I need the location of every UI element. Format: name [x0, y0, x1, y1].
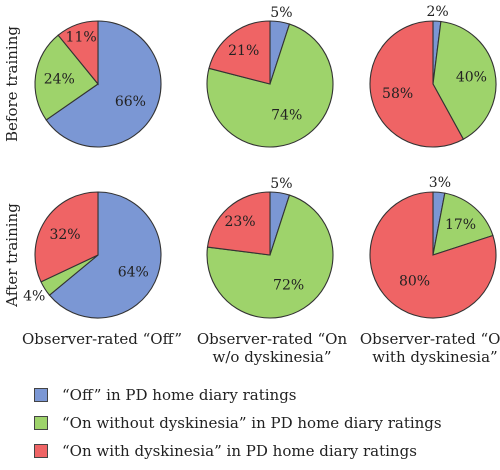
column-label-2-line-2: w/o dyskinesia”: [213, 348, 332, 366]
column-label-3-line-1: Observer-rated “On: [360, 330, 500, 348]
pie-3-label-off: 2%: [426, 4, 448, 20]
pie-3-slice-on-without: [432, 20, 497, 140]
pie-1-slice-off: [45, 20, 162, 148]
column-label-2-line-1: Observer-rated “On: [197, 330, 348, 348]
pie-2-label-off: 5%: [270, 5, 292, 21]
pie-2-slice-on-with: [208, 20, 271, 85]
pie-2: 5% 74% 21%: [206, 5, 334, 148]
pie-1-label-off: 66%: [115, 94, 146, 110]
pie-5-label-off: 5%: [270, 176, 292, 192]
legend-swatch-off: [34, 388, 48, 402]
legend-swatch-on-with-dyskinesia: [34, 444, 48, 458]
legend-swatch-on-without-dyskinesia: [34, 416, 48, 430]
legend-label-off: “Off” in PD home diary ratings: [62, 386, 297, 404]
legend-label-on-with-dyskinesia: “On with dyskinesia” in PD home diary ra…: [62, 442, 417, 460]
pie-5-label-on-with: 23%: [224, 214, 255, 230]
pie-6-label-on-without: 17%: [445, 217, 476, 233]
pie-2-label-on-without: 74%: [271, 107, 302, 123]
pie-6: 3% 17% 80%: [369, 175, 497, 319]
pie-5-slice-on-without: [206, 194, 334, 319]
pie-1-slice-on-with: [57, 20, 99, 86]
column-label-3-line-2: with dyskinesia”: [372, 348, 497, 366]
legend-item-off: “Off” in PD home diary ratings: [34, 386, 494, 404]
column-label-1-line-1: Observer-rated “Off”: [22, 330, 182, 348]
legend-label-on-without-dyskinesia: “On without dyskinesia” in PD home diary…: [62, 414, 442, 432]
pie-1-slice-on-without: [34, 34, 99, 121]
pie-3-label-on-with: 58%: [382, 86, 413, 102]
row-label-before-training: Before training: [3, 26, 21, 142]
legend: “Off” in PD home diary ratings “On witho…: [34, 386, 494, 470]
pie-3-label-on-without: 40%: [456, 70, 487, 86]
pie-1-label-on-with: 11%: [66, 30, 97, 46]
pie-1-label-on-without: 24%: [44, 72, 75, 88]
pie-3-slice-on-with: [369, 20, 465, 148]
pie-5-label-on-without: 72%: [273, 277, 304, 293]
pie-4-slice-off: [48, 191, 162, 319]
pie-5-slice-on-with: [206, 191, 271, 256]
legend-item-on-without-dyskinesia: “On without dyskinesia” in PD home diary…: [34, 414, 494, 432]
row-label-after-training: After training: [3, 203, 21, 308]
pie-4-label-on-without: 4%: [23, 289, 45, 305]
pie-5: 5% 72% 23%: [206, 176, 334, 319]
pie-2-slice-on-without: [206, 23, 334, 148]
pie-6-label-on-with: 80%: [399, 274, 430, 290]
pie-1: 66% 24% 11%: [34, 20, 162, 148]
pie-4-label-on-with: 32%: [49, 227, 80, 243]
pie-4-slice-on-with: [34, 191, 99, 283]
pie-6-slice-on-with: [369, 191, 497, 319]
pie-2-label-on-with: 21%: [228, 43, 259, 59]
pie-6-slice-on-without: [432, 192, 494, 256]
pie-6-label-off: 3%: [429, 175, 451, 191]
pie-4: 64% 4% 32%: [23, 191, 162, 319]
pie-3: 2% 40% 58%: [369, 4, 497, 148]
pie-4-label-off: 64%: [118, 265, 149, 281]
legend-item-on-with-dyskinesia: “On with dyskinesia” in PD home diary ra…: [34, 442, 494, 460]
